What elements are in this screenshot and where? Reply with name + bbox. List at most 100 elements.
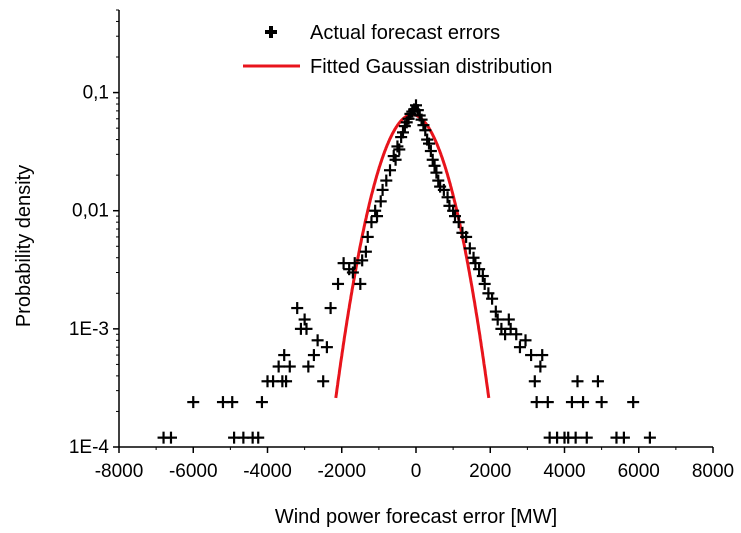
data-point <box>460 230 473 243</box>
x-tick-label: 2000 <box>469 461 511 482</box>
data-point <box>424 145 437 158</box>
data-point <box>643 431 656 444</box>
gaussian-curve <box>334 113 491 399</box>
data-point <box>302 360 315 373</box>
x-axis-title: Wind power forecast error [MW] <box>275 506 557 528</box>
data-point <box>356 254 369 267</box>
x-tick-label: 6000 <box>618 461 660 482</box>
data-point <box>510 328 523 341</box>
legend-marker-actual <box>265 26 277 38</box>
ticks-layer: -8000 -6000 -4000 -2000 0 2000 4000 6000 8000 1E-… <box>69 9 734 482</box>
data-point <box>384 164 397 177</box>
data-point <box>627 396 640 409</box>
data-point <box>300 322 313 335</box>
data-point <box>346 266 359 279</box>
y-tick-label: 0,01 <box>72 201 109 222</box>
data-point <box>504 322 517 335</box>
data-point <box>354 277 367 290</box>
x-tick-label: -8000 <box>95 461 144 482</box>
data-point <box>324 302 337 315</box>
data-point <box>476 270 489 283</box>
x-tick-label: 4000 <box>543 461 585 482</box>
data-point <box>397 126 410 139</box>
data-point <box>272 360 285 373</box>
data-point <box>348 257 361 270</box>
legend: Actual forecast errors Fitted Gaussian d… <box>243 22 552 78</box>
data-point <box>534 360 547 373</box>
data-point <box>565 396 578 409</box>
x-tick-label: -4000 <box>243 461 292 482</box>
data-point <box>280 375 293 388</box>
data-point <box>430 166 443 179</box>
data-point <box>376 183 389 196</box>
data-point <box>419 124 432 137</box>
data-point <box>255 396 268 409</box>
data-point <box>393 143 406 156</box>
data-point <box>359 245 372 258</box>
data-point <box>187 396 200 409</box>
data-point <box>252 431 265 444</box>
data-point <box>311 334 324 347</box>
data-point <box>502 313 515 326</box>
x-tick-label: -2000 <box>317 461 366 482</box>
data-point <box>389 153 402 166</box>
data-point <box>374 195 387 208</box>
data-point <box>298 313 311 326</box>
data-point <box>571 375 584 388</box>
data-point <box>617 431 630 444</box>
data-point <box>467 251 480 264</box>
data-point <box>317 375 330 388</box>
data-point <box>478 277 491 290</box>
data-point <box>569 431 582 444</box>
data-point <box>447 204 460 217</box>
data-point <box>463 242 476 255</box>
data-point <box>519 334 532 347</box>
data-point <box>369 204 382 217</box>
legend-label-actual: Actual forecast errors <box>310 22 500 44</box>
data-point <box>448 210 461 223</box>
data-point <box>365 216 378 229</box>
data-point <box>380 174 393 187</box>
data-point <box>278 349 291 362</box>
data-point <box>469 257 482 270</box>
data-point <box>432 174 445 187</box>
data-point <box>422 137 435 150</box>
data-point <box>426 153 439 166</box>
y-tick-label: 1E-3 <box>69 319 109 340</box>
data-point <box>337 257 350 270</box>
data-point <box>499 328 512 341</box>
data-point <box>283 360 296 373</box>
data-point <box>415 113 428 126</box>
data-point <box>291 302 304 315</box>
x-tick-label: 8000 <box>692 461 734 482</box>
data-point <box>513 341 526 354</box>
data-point <box>226 396 239 409</box>
x-tick-label: 0 <box>411 461 422 482</box>
legend-label-gaussian: Fitted Gaussian distribution <box>310 56 552 78</box>
data-point <box>489 305 502 318</box>
data-point <box>371 210 384 223</box>
fitted-gaussian-layer <box>334 113 491 399</box>
data-point <box>164 431 177 444</box>
scatter-points-layer <box>157 99 656 444</box>
data-point <box>307 349 320 362</box>
y-axis-title: Probability density <box>13 165 35 327</box>
data-point <box>437 183 450 196</box>
data-point <box>591 375 604 388</box>
data-point <box>332 277 345 290</box>
data-point <box>320 341 333 354</box>
y-tick-label: 1E-4 <box>69 437 110 458</box>
data-point <box>536 349 549 362</box>
data-point <box>525 349 538 362</box>
data-point <box>406 105 419 118</box>
data-point <box>541 396 554 409</box>
data-point <box>595 396 608 409</box>
data-point <box>473 263 486 276</box>
y-tick-label: 0,1 <box>83 83 109 104</box>
data-point <box>491 313 504 326</box>
data-point <box>528 375 541 388</box>
data-point <box>428 159 441 172</box>
data-point <box>580 431 593 444</box>
data-point <box>411 104 424 117</box>
